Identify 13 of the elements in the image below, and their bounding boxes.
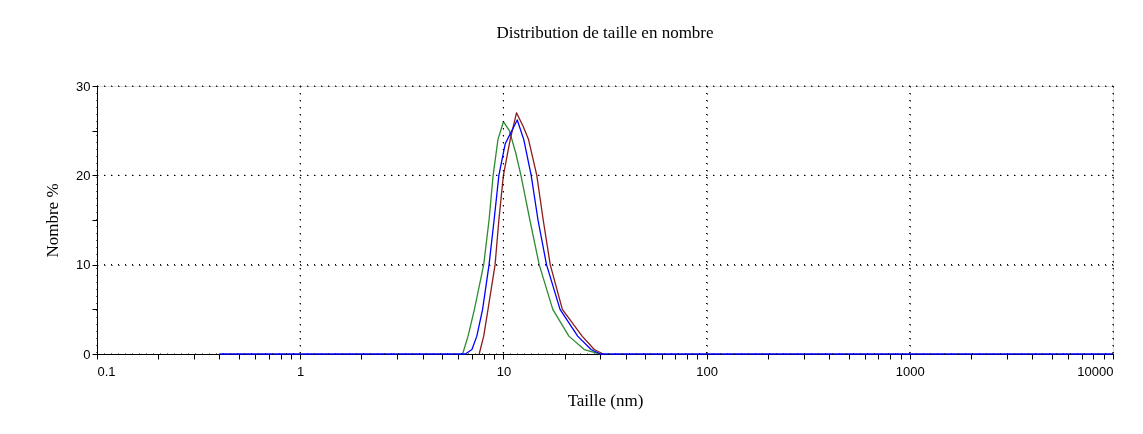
y-axis-title: Nombre % — [43, 183, 63, 258]
y-tick-label: 20 — [76, 167, 91, 183]
y-tick-label: 0 — [83, 346, 91, 362]
x-tick-label: 1 — [297, 363, 305, 379]
x-tick-label: 10 — [496, 363, 512, 379]
x-tick-label: 1000 — [895, 363, 925, 379]
y-tick-label: 10 — [76, 257, 91, 273]
x-axis-title: Taille (nm) — [567, 390, 644, 410]
x-tick-label: 10000 — [1077, 363, 1114, 379]
x-tick-label: 100 — [696, 363, 718, 379]
chart-title: Distribution de taille en nombre — [496, 23, 714, 42]
x-tick-label: 0.1 — [97, 363, 116, 379]
y-tick-label: 30 — [76, 78, 91, 94]
